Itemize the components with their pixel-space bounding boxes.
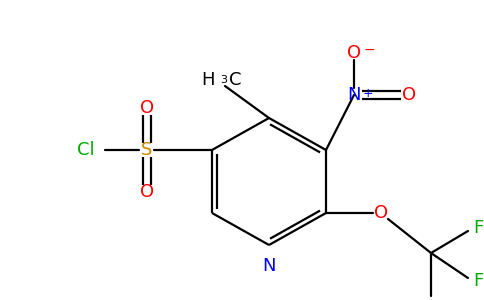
Text: 3: 3 xyxy=(220,75,227,85)
Text: +: + xyxy=(363,87,374,100)
Text: Cl: Cl xyxy=(77,141,95,159)
Text: F: F xyxy=(473,272,483,290)
Text: N: N xyxy=(262,257,276,275)
Text: O: O xyxy=(140,183,154,201)
Text: S: S xyxy=(141,141,152,159)
Text: N: N xyxy=(347,86,361,104)
Text: −: − xyxy=(364,43,376,57)
Text: C: C xyxy=(229,71,242,89)
Text: O: O xyxy=(402,86,416,104)
Text: H: H xyxy=(201,71,215,89)
Text: O: O xyxy=(374,204,388,222)
Text: F: F xyxy=(473,219,483,237)
Text: O: O xyxy=(347,44,361,62)
Text: O: O xyxy=(140,99,154,117)
